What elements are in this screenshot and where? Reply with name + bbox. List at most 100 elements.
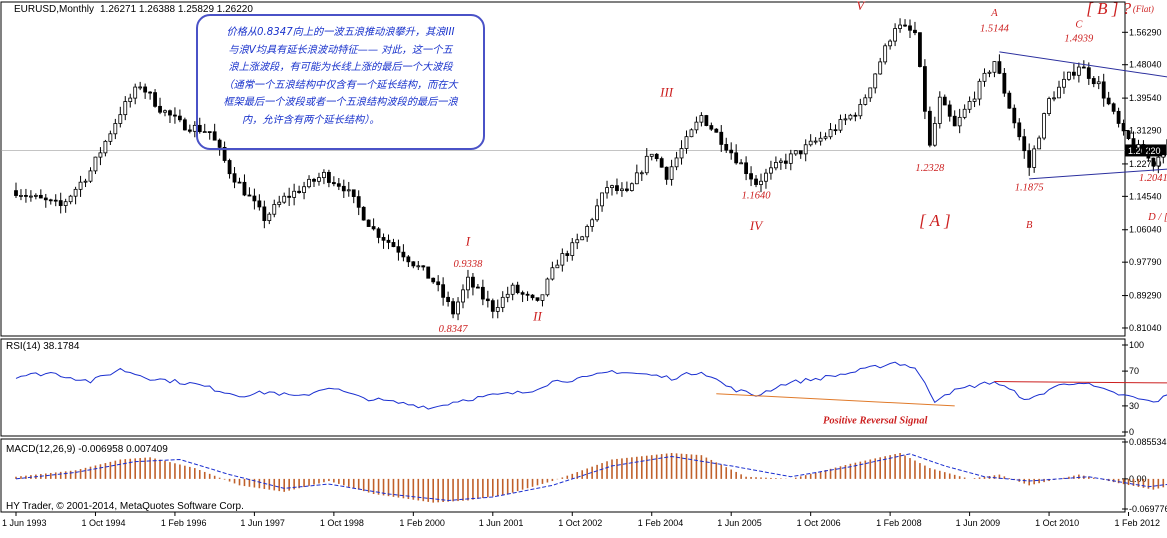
macd-axis-label: -0.069776 <box>1129 504 1167 514</box>
candle-body <box>243 182 246 195</box>
rsi-axis-label: 70 <box>1129 366 1139 376</box>
candle-body <box>531 295 534 298</box>
candle-body <box>1142 144 1145 154</box>
candle-body <box>864 98 867 105</box>
candle-body <box>476 287 479 288</box>
wave-label: (Flat) <box>1133 4 1154 14</box>
wave-label: D / [ C ] - 1 <box>1147 212 1167 223</box>
candle-body <box>730 150 733 153</box>
candle-body <box>879 62 882 74</box>
candle-body <box>29 196 32 197</box>
candle-body <box>1152 158 1155 166</box>
candle-body <box>740 163 743 164</box>
candle-body <box>387 240 390 242</box>
candle-body <box>1122 123 1125 130</box>
price-axis-label: 1.56290 <box>1129 27 1162 37</box>
candle-body <box>670 167 673 180</box>
candle-body <box>278 202 281 204</box>
candle-body <box>536 298 539 301</box>
candle-body <box>124 102 127 115</box>
candle-body <box>551 268 554 279</box>
candle-body <box>988 72 991 73</box>
time-axis-label: 1 Jun 2009 <box>956 518 1001 528</box>
candle-body <box>655 154 658 158</box>
candle-body <box>998 62 1001 74</box>
wave-label: 1.5144 <box>980 23 1010 34</box>
candle-body <box>263 207 266 221</box>
candle-body <box>471 277 474 287</box>
candle-body <box>298 191 301 192</box>
candle-body <box>690 130 693 137</box>
candle-body <box>874 74 877 88</box>
candle-body <box>79 182 82 189</box>
candle-body <box>129 98 132 101</box>
candle-body <box>1003 73 1006 93</box>
candle-body <box>715 129 718 132</box>
candle-body <box>948 105 951 116</box>
price-axis-label: 0.97790 <box>1129 257 1162 267</box>
candle-body <box>700 116 703 123</box>
price-axis-label: 1.39540 <box>1129 93 1162 103</box>
candle-body <box>943 97 946 105</box>
candle-body <box>561 254 564 266</box>
rsi-support-line <box>716 394 954 406</box>
candle-body <box>814 141 817 142</box>
candle-body <box>963 109 966 117</box>
candle-body <box>89 171 92 181</box>
candle-body <box>869 88 872 98</box>
candle-body <box>928 111 931 145</box>
candle-body <box>447 297 450 301</box>
candle-body <box>491 301 494 312</box>
candle-body <box>834 130 837 131</box>
analysis-note-box: 价格从0.8347向上的一波五浪推动浪攀升，其浪III 与浪V均具有延长浪波动特… <box>196 14 485 150</box>
candle-body <box>695 122 698 130</box>
candle-body <box>889 41 892 46</box>
candle-body <box>462 290 465 302</box>
candle-body <box>1087 68 1090 79</box>
candle-body <box>1107 98 1110 104</box>
candle-body <box>581 237 584 240</box>
candle-body <box>615 186 618 191</box>
candle-body <box>1082 67 1085 68</box>
candle-body <box>24 195 27 196</box>
wave-label: 1.1640 <box>742 190 772 201</box>
candle-body <box>1018 123 1021 137</box>
candle-body <box>819 138 822 141</box>
candle-body <box>164 111 167 113</box>
candle-body <box>1097 82 1100 84</box>
rsi-axis-label: 100 <box>1129 340 1144 350</box>
candle-body <box>407 257 410 262</box>
wave-label: C <box>1075 20 1083 31</box>
candle-body <box>303 187 306 193</box>
candle-body <box>904 25 907 26</box>
candle-body <box>402 252 405 257</box>
triangle-channel-line <box>999 52 1167 96</box>
candle-body <box>322 172 325 177</box>
time-axis-label: 1 Feb 2000 <box>399 518 445 528</box>
candle-body <box>1023 137 1026 151</box>
candle-body <box>466 277 469 290</box>
candle-body <box>178 116 181 120</box>
candle-body <box>640 173 643 174</box>
candle-body <box>1162 155 1165 157</box>
candle-body <box>258 201 261 207</box>
candle-body <box>745 163 748 174</box>
candle-body <box>620 189 623 191</box>
wave-label: B <box>1026 220 1033 231</box>
price-axis-label: 1.06040 <box>1129 225 1162 235</box>
wave-label: 1.2041 <box>1139 173 1167 184</box>
candle-body <box>104 141 107 153</box>
wave-label: 0.8347 <box>439 324 469 335</box>
candle-body <box>660 159 663 168</box>
wave-label: [ B ] ? <box>1086 0 1131 18</box>
candle-body <box>1127 131 1130 139</box>
candle-body <box>611 186 614 188</box>
candle-body <box>705 116 708 126</box>
macd-title: MACD(12,26,9) -0.006958 0.007409 <box>6 444 168 455</box>
candle-body <box>591 220 594 227</box>
time-axis-label: 1 Jun 1997 <box>240 518 285 528</box>
wave-label: 0.9338 <box>454 259 484 270</box>
price-axis-label: 1.48040 <box>1129 60 1162 70</box>
